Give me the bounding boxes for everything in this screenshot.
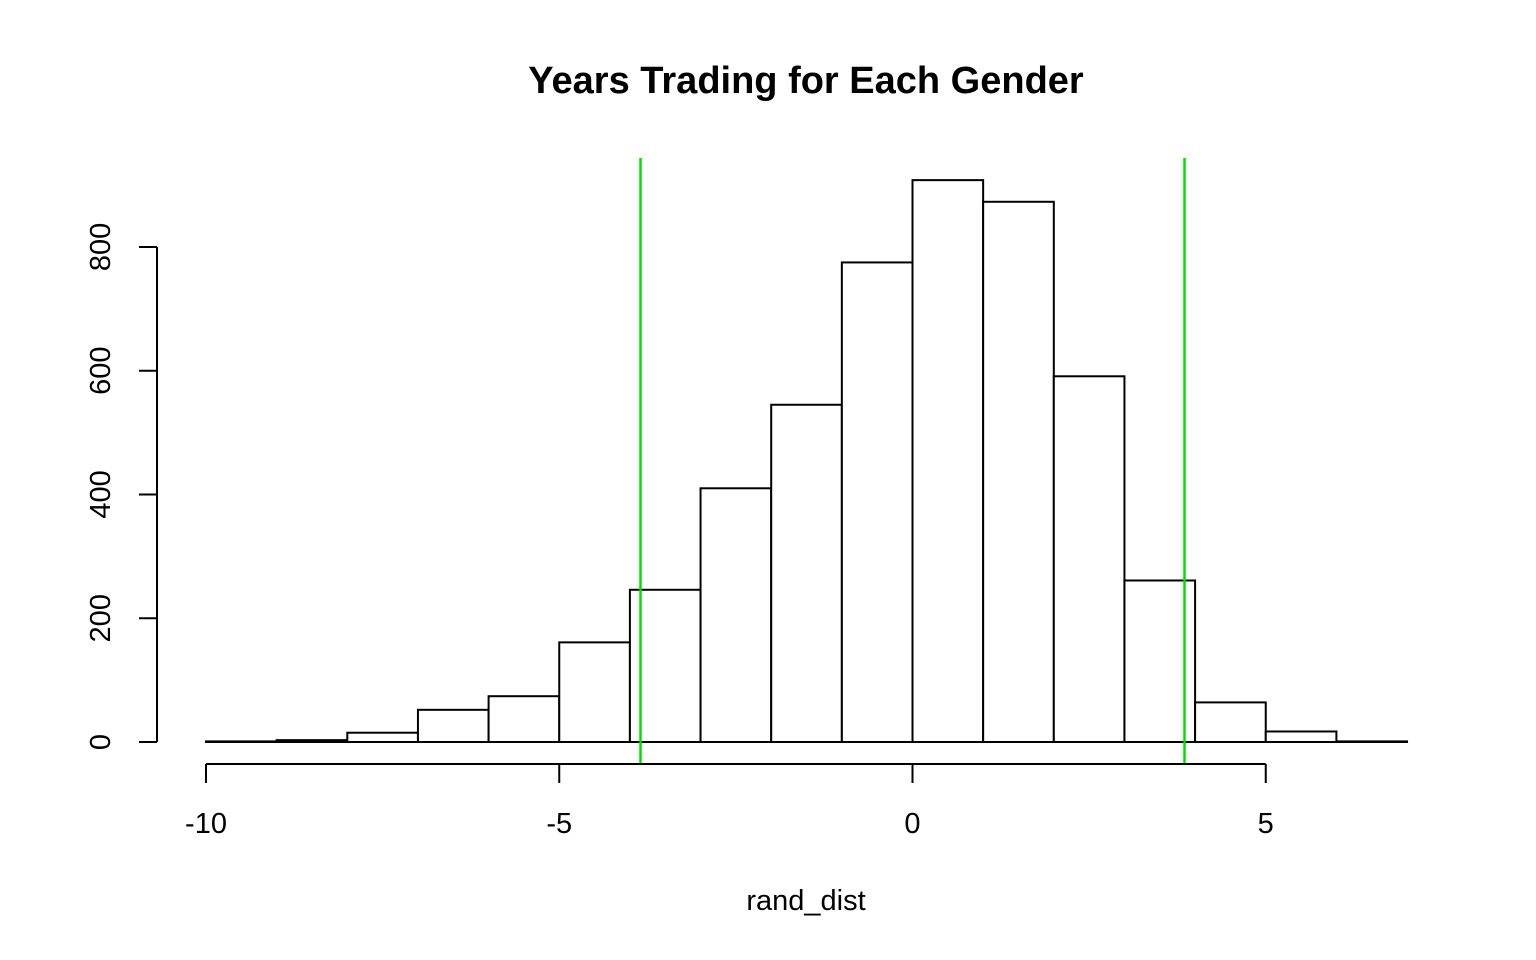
histogram-bar — [982, 200, 1055, 744]
histogram-bar — [911, 179, 985, 743]
histogram-bar — [275, 739, 349, 744]
y-tick-label: 400 — [85, 470, 117, 518]
histogram-bar — [840, 261, 914, 743]
histogram-bar — [558, 641, 631, 743]
histogram-bar — [205, 740, 278, 744]
reference-lines — [639, 158, 1186, 764]
y-tick-label: 800 — [85, 223, 117, 271]
histogram-bars — [205, 179, 1409, 744]
histogram-bar — [416, 708, 490, 744]
x-tick-label: 5 — [1258, 808, 1274, 840]
histogram-bar — [1194, 701, 1267, 744]
histogram-bar — [346, 731, 419, 743]
histogram-bar — [699, 487, 773, 744]
x-axis: -10 -5 0 5 — [185, 763, 1274, 840]
y-tick-label: 200 — [85, 594, 117, 642]
histogram-bar — [1264, 730, 1338, 743]
x-tick-label: -10 — [185, 808, 227, 840]
y-tick-label: 0 — [85, 734, 117, 750]
y-tick-label: 600 — [85, 347, 117, 395]
y-axis: 0 200 400 600 800 — [85, 223, 158, 750]
histogram-bar — [1052, 375, 1126, 743]
x-tick-label: 0 — [904, 808, 920, 840]
x-tick-label: -5 — [546, 808, 572, 840]
histogram-bar — [487, 695, 561, 744]
chart-title: Years Trading for Each Gender — [528, 60, 1084, 102]
histogram-bar — [770, 403, 843, 743]
x-axis-label: rand_dist — [746, 885, 865, 917]
histogram-bar — [1335, 740, 1409, 744]
